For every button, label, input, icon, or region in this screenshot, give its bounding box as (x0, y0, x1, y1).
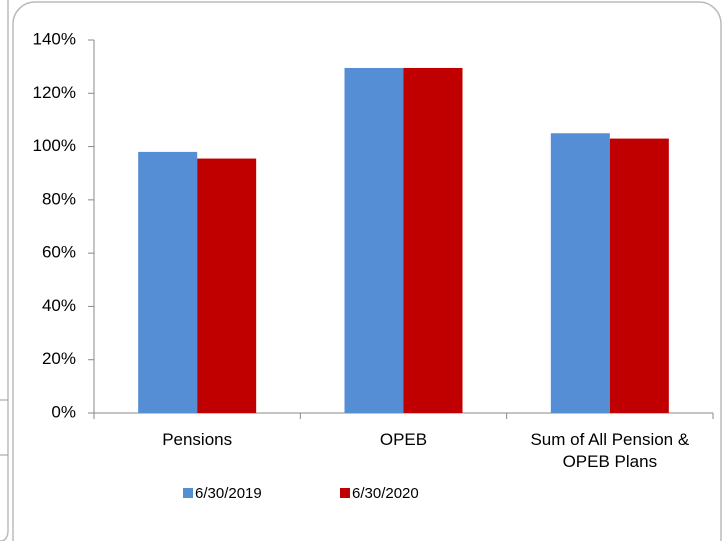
bar (344, 67, 404, 413)
legend-label: 6/30/2020 (352, 485, 419, 502)
y-tick-label: 80% (42, 189, 76, 208)
y-tick-label: 100% (33, 136, 76, 155)
legend-swatch (183, 488, 193, 498)
y-tick-label: 140% (33, 29, 76, 48)
x-tick-label: Sum of All Pension & OPEB Plans (530, 430, 690, 471)
y-tick-label: 60% (42, 243, 76, 262)
y-tick-label: 20% (42, 349, 76, 368)
chart-frame (12, 1, 722, 541)
y-tick-label: 40% (42, 296, 76, 315)
y-tick-label: 120% (33, 83, 76, 102)
x-tick-label: Pensions (162, 430, 233, 449)
bar (609, 138, 669, 414)
y-tick-label: 0% (51, 402, 76, 421)
bar (197, 158, 257, 413)
bar (138, 151, 198, 413)
legend-swatch (340, 488, 350, 498)
legend-label: 6/30/2019 (195, 485, 262, 502)
neighbor-frame (0, 0, 9, 541)
x-tick-label: OPEB (379, 430, 428, 449)
bar (550, 133, 610, 413)
bar (403, 67, 463, 413)
